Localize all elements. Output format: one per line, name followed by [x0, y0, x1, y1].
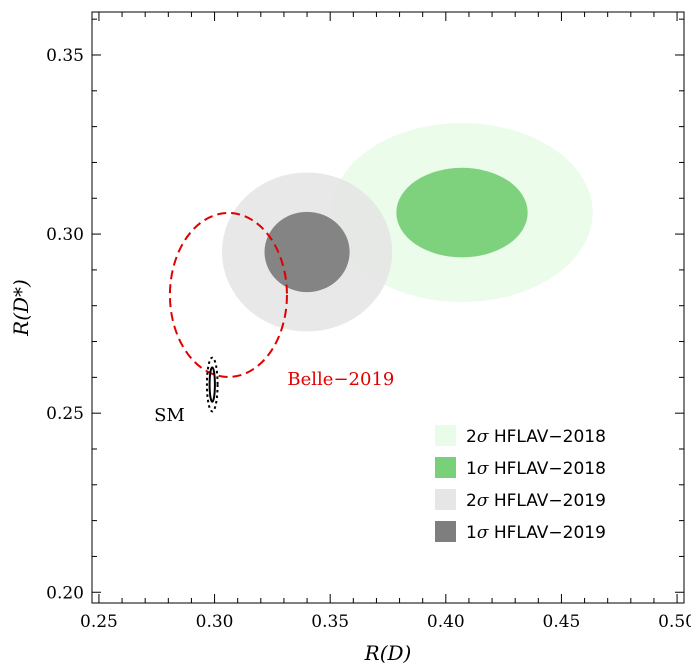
region-sm-1 — [208, 366, 216, 403]
region-1-hflav-2018 — [396, 167, 528, 258]
legend-item: 1σ HFLAV−2019 — [435, 521, 606, 543]
legend-swatch — [435, 457, 456, 478]
x-tick-label: 0.35 — [311, 612, 349, 632]
legend-swatch — [435, 521, 456, 542]
legend-label: 2σ HFLAV−2018 — [466, 427, 606, 447]
x-axis-title: R(D) — [364, 641, 412, 665]
region-1-hflav-2019 — [264, 211, 350, 293]
region-belle-2019 — [168, 211, 288, 378]
annotations-layer: Belle−2019 SM — [154, 369, 394, 426]
legend: 2σ HFLAV−2018 1σ HFLAV−2018 2σ HFLAV−2019 1… — [435, 425, 606, 543]
tick-labels-layer: 0.25 0.30 0.35 0.40 0.45 0.50 0.20 0.25 0.30 0.35 — [46, 46, 691, 632]
x-tick-label: 0.30 — [196, 612, 234, 632]
regions-layer — [168, 123, 593, 413]
annotation-sm: SM — [154, 405, 185, 426]
annotation-belle-2019: Belle−2019 — [287, 369, 394, 390]
x-tick-label: 0.40 — [427, 612, 465, 632]
x-tick-label: 0.50 — [658, 612, 691, 632]
region-sm-2 — [205, 356, 219, 413]
plot-frame — [91, 11, 685, 604]
y-tick-label: 0.30 — [46, 225, 84, 245]
y-tick-label: 0.20 — [46, 583, 84, 603]
legend-item: 2σ HFLAV−2018 — [435, 425, 606, 447]
y-axis-title: R(D*) — [9, 279, 33, 337]
y-tick-label: 0.35 — [46, 46, 84, 66]
x-tick-label: 0.45 — [543, 612, 581, 632]
x-tick-label: 0.25 — [80, 612, 118, 632]
legend-swatch — [435, 489, 456, 510]
legend-item: 2σ HFLAV−2019 — [435, 489, 606, 511]
legend-label: 1σ HFLAV−2018 — [466, 459, 606, 479]
ticks-layer — [92, 12, 684, 603]
legend-item: 1σ HFLAV−2018 — [435, 457, 606, 479]
y-tick-label: 0.25 — [46, 404, 84, 424]
legend-label: 1σ HFLAV−2019 — [466, 523, 606, 543]
legend-swatch — [435, 425, 456, 446]
legend-label: 2σ HFLAV−2019 — [466, 491, 606, 511]
